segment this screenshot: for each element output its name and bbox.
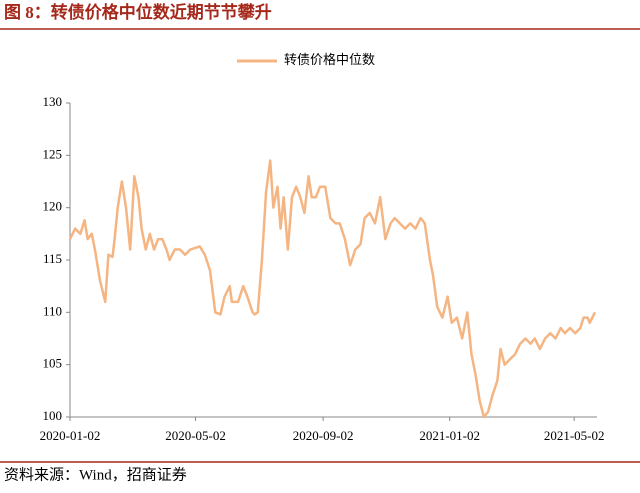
y-tick-label: 125	[43, 146, 63, 161]
x-tick-label: 2021-01-02	[419, 428, 480, 443]
x-tick-label: 2020-09-02	[293, 428, 354, 443]
legend-label: 转债价格中位数	[284, 52, 375, 67]
chart-title: 图 8：转债价格中位数近期节节攀升	[4, 2, 272, 22]
y-tick-label: 105	[43, 356, 63, 371]
source-note: 资料来源：Wind，招商证券	[4, 466, 187, 483]
y-tick-label: 130	[43, 94, 63, 109]
y-tick-label: 110	[43, 303, 62, 318]
x-tick-label: 2020-05-02	[165, 428, 226, 443]
data-line	[68, 159, 597, 419]
y-tick-label: 120	[43, 199, 63, 214]
x-tick-label: 2021-05-02	[544, 428, 605, 443]
y-tick-label: 115	[43, 251, 62, 266]
y-tick-label: 100	[43, 408, 63, 423]
x-tick-label: 2020-01-02	[40, 428, 101, 443]
